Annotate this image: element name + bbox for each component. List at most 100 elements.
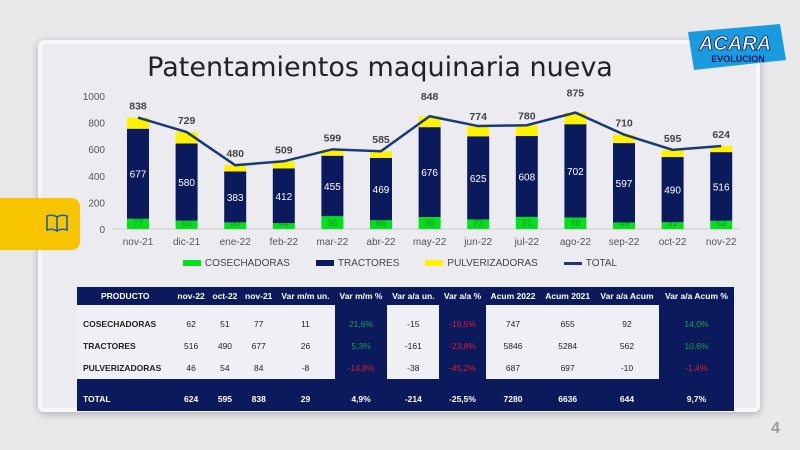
table-cell: 687 xyxy=(485,357,541,379)
table-cell: -10 xyxy=(595,357,659,379)
bar-pulverizadoras xyxy=(661,149,684,158)
table-cell: -161 xyxy=(387,335,440,357)
column-header: nov-22 xyxy=(177,291,205,301)
table-cell: 490 xyxy=(208,335,242,357)
bar-cosechadoras xyxy=(564,217,587,229)
data-label-cosechadoras: 49 xyxy=(619,218,629,228)
data-label-total: 509 xyxy=(275,144,293,156)
x-tick-label: sep-22 xyxy=(609,237,640,248)
y-tick-label: 200 xyxy=(88,198,105,209)
data-label-total: 774 xyxy=(469,111,487,123)
data-label-cosechadoras: 90 xyxy=(425,218,435,228)
bar-tractores xyxy=(710,152,733,221)
column-header: Var m/m un. xyxy=(281,291,330,301)
bar-tractores xyxy=(224,171,247,223)
chart-legend: COSECHADORAS TRACTORES PULVERIZADORAS TO… xyxy=(0,258,800,269)
x-tick-label: may-22 xyxy=(413,237,447,248)
table-cell: -45,2% xyxy=(449,363,476,373)
bar-tractores xyxy=(418,127,441,218)
column-header: Acum 2021 xyxy=(545,291,591,301)
stacked-bar-chart: 0 200 400 600 800 1000 77 677 nov-21 63 580 dic-21 5… xyxy=(83,88,740,248)
data-label-total: 710 xyxy=(615,118,633,130)
table-cell: 6636 xyxy=(558,394,578,404)
bar-pulverizadoras xyxy=(418,116,441,128)
data-label-cosechadoras: 51 xyxy=(668,218,678,228)
x-tick-label: nov-21 xyxy=(123,237,154,248)
side-tab[interactable] xyxy=(0,198,80,250)
table-cell: 595 xyxy=(217,394,232,404)
data-label-total: 875 xyxy=(567,88,585,100)
x-tick-label: dic-21 xyxy=(173,237,201,248)
legend-cosechadoras: COSECHADORAS xyxy=(182,258,290,269)
legend-tractores: TRACTORES xyxy=(315,258,400,269)
data-label-cosechadoras: 50 xyxy=(230,218,240,228)
bar-cosechadoras xyxy=(127,218,149,229)
bar-cosechadoras xyxy=(661,222,684,229)
data-label-total: 599 xyxy=(324,132,342,144)
table-cell: PULVERIZADORAS xyxy=(77,357,174,379)
table-cell: -23,8% xyxy=(449,341,476,351)
data-label-total: 729 xyxy=(178,115,196,127)
table-cell: 5846 xyxy=(485,335,541,357)
table-cell: 5284 xyxy=(540,335,596,357)
line-total xyxy=(137,111,722,167)
table-row: TOTAL 624 595 838 29 4,9% -214 -25,5% 7280 6636 64… xyxy=(77,387,734,411)
table-cell: -1,4% xyxy=(685,363,708,373)
table-cell: -19,5% xyxy=(449,319,476,329)
table-cell: 747 xyxy=(485,313,541,335)
bar-pulverizadoras xyxy=(515,125,538,137)
table-cell: 7280 xyxy=(503,394,523,404)
acara-logo: ACARA EVOLUCION xyxy=(680,20,790,80)
bar-tractores xyxy=(661,157,684,223)
table-cell: 697 xyxy=(540,357,596,379)
table-cell: 655 xyxy=(540,313,596,335)
bar-tractores xyxy=(370,157,392,221)
table-cell: TOTAL xyxy=(83,394,111,404)
bar-pulverizadoras xyxy=(370,151,392,158)
table-cell: 838 xyxy=(251,394,266,404)
data-label-tractores: 516 xyxy=(713,182,730,193)
bar-pulverizadoras xyxy=(613,134,635,144)
data-label-tractores: 597 xyxy=(616,179,633,190)
legend-label: COSECHADORAS xyxy=(204,258,290,269)
data-label-cosechadoras: 72 xyxy=(473,218,483,228)
table-cell: COSECHADORAS xyxy=(77,313,174,335)
bar-cosechadoras xyxy=(370,220,392,229)
legend-label: TRACTORES xyxy=(337,258,400,269)
y-tick-label: 600 xyxy=(88,145,105,156)
table-cell: 62 xyxy=(173,313,209,335)
bar-pulverizadoras xyxy=(564,112,587,125)
bar-tractores xyxy=(175,143,198,221)
bar-tractores xyxy=(467,136,490,220)
bar-pulverizadoras xyxy=(175,132,198,144)
column-header: PRODUCTO xyxy=(101,291,150,301)
x-tick-label: jun-22 xyxy=(463,237,492,248)
bar-tractores xyxy=(127,128,149,219)
table-cell: 92 xyxy=(595,313,659,335)
data-label-total: 480 xyxy=(226,148,244,160)
data-label-tractores: 625 xyxy=(470,174,487,185)
data-label-tractores: 580 xyxy=(178,178,195,189)
bar-cosechadoras xyxy=(272,223,295,229)
table-cell: 644 xyxy=(619,394,635,404)
table-cell: 516 xyxy=(173,335,209,357)
bar-pulverizadoras xyxy=(272,161,295,169)
table-cell: 4,9% xyxy=(351,394,371,404)
data-label-total: 585 xyxy=(372,134,390,146)
bar-cosechadoras xyxy=(613,222,635,229)
column-header: oct-22 xyxy=(212,291,238,301)
bar-cosechadoras xyxy=(418,217,441,229)
bar-cosechadoras xyxy=(710,220,733,229)
table-row: COSECHADORAS 62 51 77 11 21,6% -15 -19,5% 747 655… xyxy=(77,313,734,335)
table-row: PULVERIZADORAS 46 54 84 -8 -14,8% -38 -45,2% 687… xyxy=(77,357,734,379)
y-tick-label: 1000 xyxy=(83,92,106,103)
data-label-total: 838 xyxy=(129,101,147,113)
table-cell: 677 xyxy=(241,335,277,357)
bar-pulverizadoras xyxy=(127,117,149,129)
legend-total: TOTAL xyxy=(563,258,617,269)
x-tick-label: abr-22 xyxy=(367,237,396,248)
data-label-total: 624 xyxy=(712,129,730,141)
table-cell: -25,5% xyxy=(449,394,476,404)
data-label-cosechadoras: 96 xyxy=(327,218,337,228)
table-cell: -38 xyxy=(387,357,440,379)
